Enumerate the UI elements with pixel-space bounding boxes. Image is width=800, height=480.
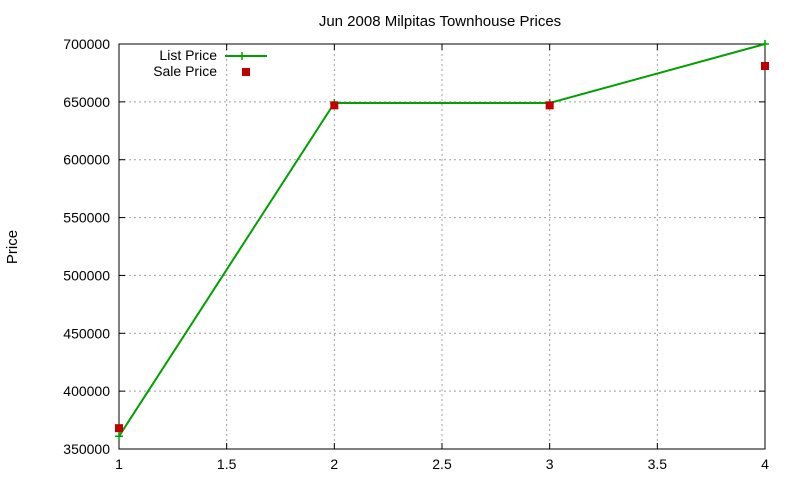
data-point-sale-price [330,101,339,110]
data-point-sale-price [115,424,123,433]
y-tick-label: 400000 [63,383,110,399]
y-axis-label: Price [4,230,21,264]
y-tick-label: 450000 [63,325,110,341]
y-tick-label: 350000 [63,441,110,457]
x-tick-label: 3.5 [648,456,668,472]
data-point-list-price [761,40,769,48]
y-tick-label: 650000 [63,94,110,110]
data-point-list-price [115,432,123,441]
series [115,40,769,441]
x-tick-label: 4 [761,456,769,472]
y-tick-label: 550000 [63,210,110,226]
x-tick-label: 1 [115,456,123,472]
axis-ticks: 1 1.5 2 2.5 3 3.5 4 350000 400000 450000 500000 550… [63,36,769,472]
legend-marker-sale-price [242,68,250,76]
legend-label-sale-price: Sale Price [153,63,217,79]
legend-label-list-price: List Price [159,47,217,63]
series-line-list-price [118,43,766,437]
data-point-sale-price [545,101,554,110]
chart-title: Jun 2008 Milpitas Townhouse Prices [319,13,561,30]
y-tick-label: 600000 [63,152,110,168]
y-tick-label: 700000 [63,36,110,52]
legend: List Price Sale Price [153,47,267,79]
x-tick-label: 3 [546,456,554,472]
x-tick-label: 2.5 [432,456,452,472]
grid [119,44,765,449]
y-tick-label: 500000 [63,267,110,283]
x-tick-label: 1.5 [217,456,237,472]
legend-marker-list-price [238,52,246,60]
x-tick-label: 2 [330,456,338,472]
data-point-sale-price [761,61,769,70]
